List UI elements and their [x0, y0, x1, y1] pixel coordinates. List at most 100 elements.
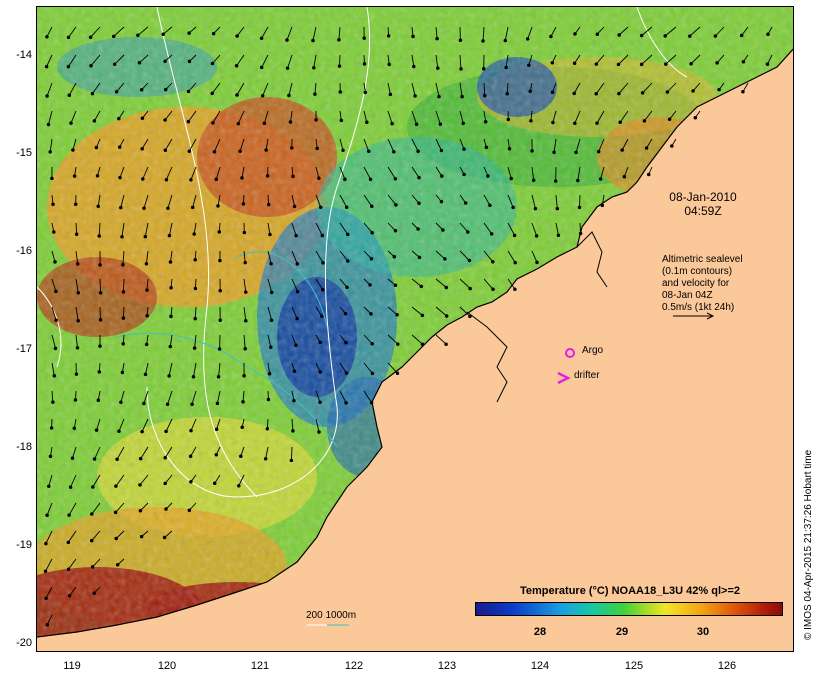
velocity-arrow-head: [66, 35, 71, 40]
velocity-arrow-head: [294, 343, 298, 347]
velocity-arrow-head: [578, 231, 583, 236]
peninsula-coast: [466, 231, 608, 403]
velocity-arrow-head: [188, 454, 193, 459]
velocity-arrow: [667, 82, 677, 93]
velocity-arrow: [236, 54, 245, 66]
velocity-arrow: [290, 446, 293, 461]
velocity-arrow: [51, 306, 57, 321]
velocity-arrow-head: [444, 285, 449, 290]
velocity-arrow-head: [48, 454, 53, 459]
velocity-arrow: [241, 166, 245, 178]
velocity-arrow-head: [163, 455, 167, 460]
velocity-arrow: [482, 26, 485, 41]
velocity-arrow-head: [576, 178, 580, 183]
velocity-arrow-head: [186, 89, 191, 94]
velocity-arrow-head: [121, 316, 126, 320]
velocity-arrow-head: [395, 312, 399, 317]
velocity-arrow-head: [217, 347, 222, 351]
velocity-arrow-head: [368, 177, 373, 182]
velocity-arrow-head: [574, 150, 578, 155]
velocity-arrow-head: [739, 33, 744, 38]
velocity-arrow-head: [503, 38, 508, 43]
velocity-arrow: [596, 110, 605, 124]
velocity-arrow-head: [47, 484, 51, 488]
velocity-arrow: [45, 558, 53, 572]
velocity-arrow-head: [458, 38, 463, 42]
velocity-arrow: [363, 222, 373, 233]
velocity-arrow-head: [618, 120, 622, 124]
velocity-arrow: [363, 138, 370, 152]
velocity-arrow-head: [622, 175, 627, 179]
velocity-arrow-head: [491, 287, 495, 292]
velocity-arrow-head: [121, 342, 125, 346]
velocity-arrow: [68, 82, 77, 96]
velocity-arrow: [483, 194, 491, 206]
velocity-arrow: [68, 54, 77, 67]
velocity-arrow: [641, 26, 653, 36]
velocity-arrow: [387, 362, 398, 374]
velocity-arrow-head: [218, 258, 222, 263]
y-tick-label: -14: [16, 49, 32, 61]
velocity-arrow: [139, 54, 149, 64]
velocity-arrow-head: [71, 148, 75, 152]
y-tick-label: -19: [16, 539, 32, 551]
velocity-arrow: [92, 82, 101, 94]
velocity-arrow-head: [90, 565, 95, 569]
velocity-arrow: [435, 26, 438, 39]
velocity-arrow-head: [525, 37, 530, 41]
velocity-arrow: [531, 222, 538, 237]
velocity-arrow-head: [117, 429, 121, 433]
velocity-arrow: [190, 418, 197, 431]
velocity-arrow: [555, 222, 559, 236]
velocity-arrow-head: [467, 258, 472, 263]
velocity-arrow-head: [137, 60, 142, 65]
velocity-arrow: [483, 222, 493, 235]
velocity-arrow: [291, 306, 298, 319]
velocity-arrow: [188, 138, 197, 152]
velocity-arrow: [291, 418, 294, 431]
velocity-arrow-head: [288, 120, 293, 124]
velocity-arrow-head: [266, 397, 271, 402]
velocity-arrow-head: [294, 233, 298, 238]
velocity-arrow: [483, 278, 494, 290]
velocity-arrow-head: [411, 34, 415, 39]
velocity-arrow-head: [511, 205, 515, 210]
velocity-arrow-head: [292, 204, 297, 209]
velocity-arrow-head: [715, 61, 719, 65]
velocity-arrow: [315, 222, 323, 236]
velocity-arrow: [261, 54, 269, 68]
velocity-arrow-head: [663, 34, 667, 38]
argo-label: Argo: [582, 345, 604, 356]
velocity-arrow-head: [45, 622, 50, 627]
velocity-arrow: [146, 278, 149, 291]
velocity-arrow-head: [243, 260, 247, 265]
velocity-arrow-head: [550, 90, 555, 94]
velocity-arrow: [164, 138, 173, 151]
velocity-arrow: [75, 306, 79, 321]
velocity-arrow: [193, 362, 197, 377]
velocity-arrow-head: [343, 311, 348, 316]
velocity-arrow: [411, 194, 420, 204]
velocity-arrow-head: [240, 176, 244, 180]
velocity-arrow-head: [439, 148, 444, 153]
velocity-arrow-head: [187, 508, 192, 512]
velocity-arrow-head: [313, 92, 317, 96]
velocity-arrow: [312, 26, 317, 41]
velocity-arrow: [339, 250, 349, 262]
velocity-arrow-head: [187, 31, 191, 35]
velocity-arrow: [236, 26, 245, 37]
velocity-arrow: [507, 194, 514, 208]
velocity-arrow-head: [115, 457, 119, 461]
velocity-arrow-head: [237, 483, 241, 488]
velocity-arrow: [411, 278, 422, 287]
velocity-arrow-head: [97, 370, 102, 374]
velocity-arrow-head: [66, 64, 71, 69]
altimetry-note-line: 08-Jan 04Z: [662, 290, 713, 301]
velocity-arrow-head: [420, 313, 425, 318]
velocity-arrow: [94, 446, 101, 460]
velocity-arrow: [239, 138, 245, 152]
velocity-arrow-head: [595, 32, 600, 36]
velocity-arrow-head: [169, 286, 173, 290]
velocity-arrow-head: [482, 93, 487, 98]
velocity-arrow-head: [97, 234, 101, 238]
